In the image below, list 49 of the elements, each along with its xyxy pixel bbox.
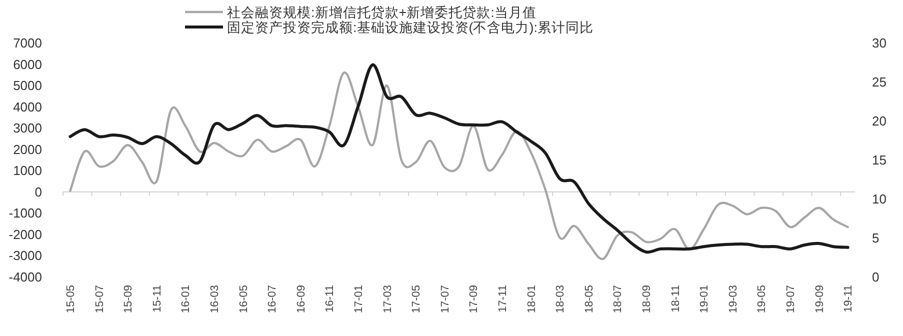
x-tick-label: 16-07 bbox=[266, 285, 279, 314]
x-tick-label: 17-03 bbox=[382, 285, 394, 314]
x-tick-label: 15-11 bbox=[151, 285, 164, 312]
x-tick-label: 19-11 bbox=[842, 285, 855, 312]
x-tick-label: 17-05 bbox=[410, 285, 423, 314]
y2-tick-label: 10 bbox=[872, 192, 886, 206]
x-tick-label: 16-09 bbox=[295, 285, 308, 314]
x-tick-label: 16-11 bbox=[324, 285, 336, 312]
x-tick-label: 16-03 bbox=[209, 285, 222, 314]
y-tick-label: -2000 bbox=[8, 226, 42, 242]
x-tick-label: 17-11 bbox=[497, 285, 510, 312]
x-tick-label: 16-01 bbox=[180, 285, 192, 314]
y-tick-label: -3000 bbox=[8, 248, 42, 264]
y2-tick-label: 20 bbox=[872, 114, 886, 128]
y2-tick-label: 25 bbox=[872, 74, 886, 90]
x-tick-label: 17-07 bbox=[439, 285, 452, 314]
y2-tick-label: 5 bbox=[872, 230, 880, 246]
x-tick-label: 19-09 bbox=[814, 285, 826, 314]
x-tick-label: 19-03 bbox=[727, 285, 740, 314]
y-tick-label: 0 bbox=[34, 184, 42, 200]
x-tick-label: 19-05 bbox=[756, 285, 768, 314]
x-tick-label: 18-03 bbox=[554, 285, 567, 314]
y2-tick-label: 15 bbox=[872, 152, 886, 168]
y-tick-label: 4000 bbox=[13, 99, 42, 114]
x-tick-label: 19-07 bbox=[785, 285, 798, 314]
x-tick-label: 18-01 bbox=[526, 285, 538, 314]
y2-tick-label: 0 bbox=[872, 270, 880, 284]
x-tick-label: 19-01 bbox=[698, 285, 711, 314]
x-tick-label: 15-07 bbox=[94, 285, 106, 314]
y2-tick-label: 30 bbox=[872, 36, 886, 50]
y-tick-label: 1000 bbox=[13, 163, 42, 178]
y-tick-label: 3000 bbox=[13, 120, 42, 136]
y-tick-label: -4000 bbox=[8, 270, 42, 284]
y-tick-label: 5000 bbox=[13, 78, 42, 94]
x-tick-label: 16-05 bbox=[238, 285, 250, 314]
x-tick-label: 18-11 bbox=[670, 285, 682, 312]
y-tick-label: -1000 bbox=[8, 206, 42, 221]
legend-label: 固定资产投资完成额:基础设施建设投资(不含电力):累计同比 bbox=[227, 20, 594, 35]
x-tick-label: 15-05 bbox=[65, 285, 78, 314]
x-tick-label: 18-05 bbox=[583, 285, 596, 314]
x-tick-label: 17-09 bbox=[468, 285, 480, 314]
x-tick-label: 17-01 bbox=[353, 285, 366, 314]
x-tick-label: 15-09 bbox=[122, 285, 135, 314]
y-tick-label: 6000 bbox=[13, 56, 42, 72]
legend-label: 社会融资规模:新增信托贷款+新增委托贷款:当月值 bbox=[227, 5, 536, 20]
y-tick-label: 7000 bbox=[13, 36, 42, 50]
x-tick-label: 18-07 bbox=[612, 285, 624, 314]
x-tick-label: 18-09 bbox=[641, 285, 654, 314]
y-tick-label: 2000 bbox=[13, 142, 42, 157]
